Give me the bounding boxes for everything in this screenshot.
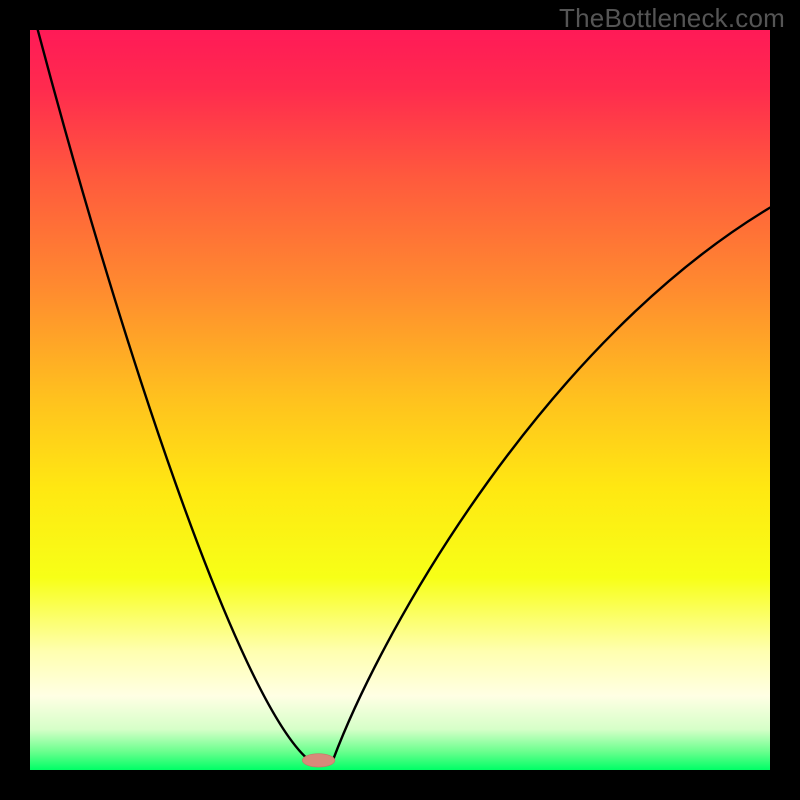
bottleneck-marker: [302, 754, 335, 767]
chart-svg: [30, 30, 770, 770]
chart-area: [30, 30, 770, 770]
frame-bottom: [0, 770, 800, 800]
frame-right: [770, 0, 800, 800]
frame-left: [0, 0, 30, 800]
watermark: TheBottleneck.com: [559, 3, 785, 34]
gradient-background: [30, 30, 770, 770]
